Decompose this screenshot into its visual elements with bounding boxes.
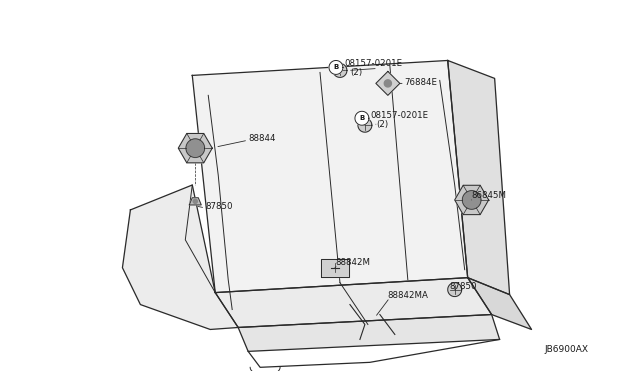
Text: 88844: 88844: [248, 134, 276, 143]
Polygon shape: [376, 71, 400, 95]
Polygon shape: [454, 185, 488, 215]
Text: B: B: [333, 64, 339, 70]
Text: 87850: 87850: [450, 282, 477, 291]
Polygon shape: [193, 199, 197, 203]
Polygon shape: [448, 283, 461, 296]
Polygon shape: [186, 139, 205, 157]
Polygon shape: [321, 259, 349, 277]
Text: 08157-0201E: 08157-0201E: [370, 111, 428, 120]
Polygon shape: [215, 278, 492, 327]
Text: 87850: 87850: [205, 202, 233, 211]
Text: 86845M: 86845M: [472, 192, 507, 201]
Polygon shape: [468, 278, 532, 330]
Polygon shape: [462, 190, 481, 209]
Polygon shape: [179, 134, 212, 163]
Polygon shape: [333, 64, 347, 77]
Polygon shape: [448, 61, 509, 295]
Polygon shape: [355, 111, 369, 125]
Text: JB6900AX: JB6900AX: [545, 345, 589, 354]
Polygon shape: [192, 61, 468, 293]
Text: (2): (2): [376, 120, 388, 129]
Text: (2): (2): [350, 68, 362, 77]
Polygon shape: [384, 80, 392, 87]
Text: 88842M: 88842M: [335, 258, 370, 267]
Polygon shape: [358, 118, 372, 132]
Text: 08157-0201E: 08157-0201E: [344, 59, 402, 68]
Polygon shape: [189, 198, 201, 205]
Polygon shape: [122, 185, 238, 330]
Text: B: B: [359, 115, 365, 121]
Text: 88842MA: 88842MA: [388, 291, 429, 300]
Polygon shape: [238, 314, 500, 352]
Polygon shape: [329, 61, 343, 74]
Text: 76884E: 76884E: [404, 78, 437, 87]
